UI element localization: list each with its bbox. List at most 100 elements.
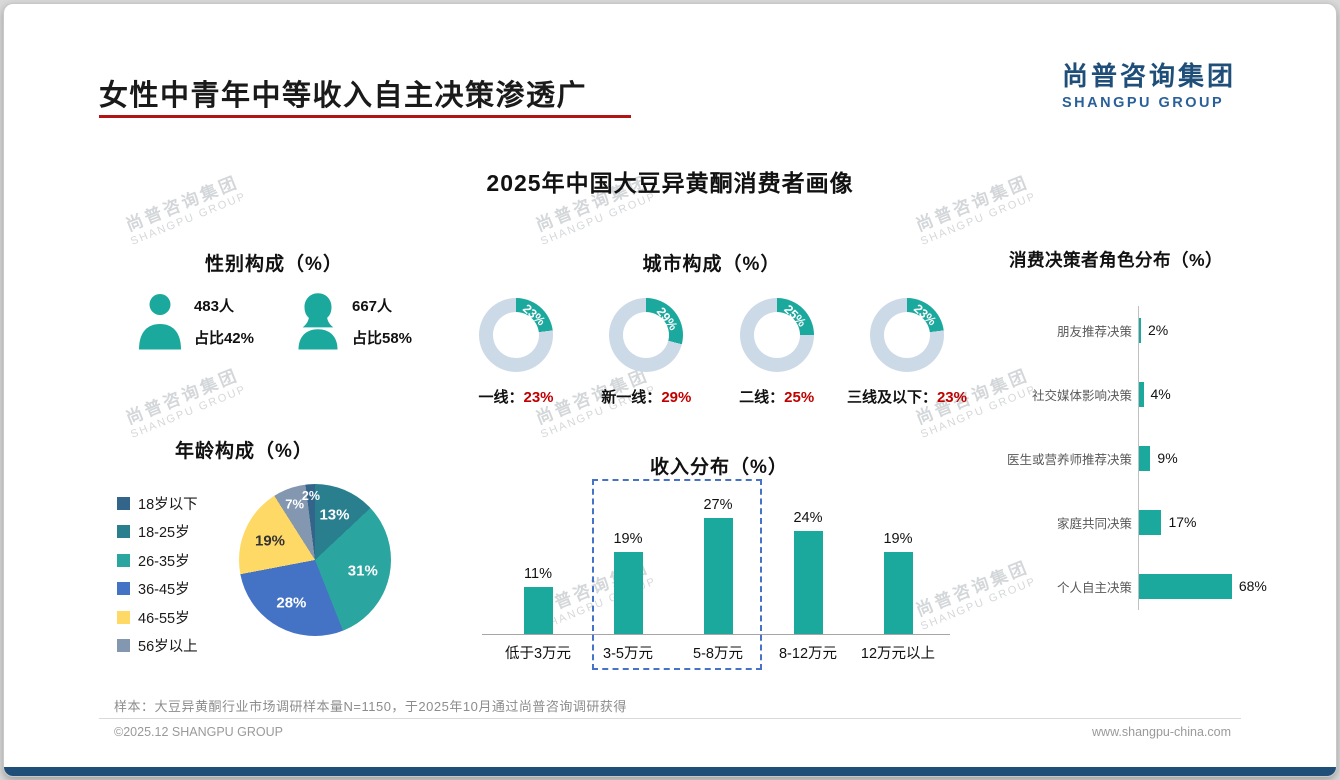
age-legend-item: 36-45岁 (117, 579, 198, 599)
income-categories: 低于3万元 3-5万元 5-8万元 8-12万元 12万元以上 (493, 642, 943, 663)
decision-row: 社交媒体影响决策 4% (1004, 362, 1319, 426)
legend-swatch (117, 639, 130, 652)
age-section-title: 年龄构成（%） (175, 441, 313, 462)
page-title: 女性中青年中等收入自主决策渗透广 (99, 80, 588, 112)
logo: 尚普咨询集团 SHANGPU GROUP (1062, 56, 1236, 111)
pie-percent-label: 31% (347, 562, 378, 580)
city-donut-item: 25% 二线：25% (715, 298, 839, 407)
decision-label: 社交媒体影响决策 (1004, 385, 1138, 404)
income-bar (883, 552, 913, 634)
income-value-label: 24% (793, 509, 823, 526)
city-donut-item: 23% 三线及以下：23% (845, 298, 969, 407)
decision-category-label: 医生或营养师推荐决策 (1006, 452, 1132, 467)
income-value-label: 19% (613, 531, 643, 548)
decision-chart: 朋友推荐决策 2% 社交媒体影响决策 4% 医生或营养师推荐决策 9% 家庭共同决策 17% 个… (1004, 298, 1319, 618)
city-value: 23% (523, 389, 554, 406)
donut-chart: 25% (739, 298, 814, 372)
logo-cn-text: 尚普咨询集团 (1061, 61, 1236, 91)
income-bar (523, 586, 553, 634)
income-bar-column: 19% (853, 531, 943, 634)
decision-row: 家庭共同决策 17% (1004, 490, 1319, 554)
age-section: 年龄构成（%） 18岁以下 18-25岁 26-35岁 36-45岁 46-55岁 56岁… (114, 436, 414, 691)
decision-label: 家庭共同决策 (1004, 513, 1138, 532)
age-legend-label: 18岁以下 (138, 496, 198, 513)
donut-percent-label: 29% (654, 304, 681, 333)
decision-category-label: 个人自主决策 (1056, 580, 1132, 595)
income-category-label: 8-12万元 (778, 646, 838, 662)
income-bar-column: 24% (763, 510, 853, 634)
legend-swatch (117, 496, 130, 510)
donut-percent-label: 23% (910, 301, 939, 329)
gender-item-male: 483人 占比42% (136, 292, 254, 350)
city-donuts: 23% 一线：23% 29% 新一线：29% 25% 二线：25% 23% 三线及以下：23% (454, 298, 969, 407)
decision-bar (1138, 381, 1144, 407)
gender-female-text: 667人 占比58% (352, 295, 412, 348)
income-bar-column: 19% (583, 531, 673, 634)
decision-bar-wrap: 9% (1138, 445, 1319, 471)
decision-value: 68% (1238, 578, 1267, 594)
male-share: 占比42% (193, 329, 254, 347)
decision-label: 医生或营养师推荐决策 (1004, 449, 1138, 468)
male-count: 483人 (193, 297, 234, 315)
donut-chart: 29% (609, 298, 684, 372)
income-bar (703, 517, 733, 634)
donut-chart: 23% (479, 298, 553, 372)
city-caption: 三线及以下：23% (847, 386, 967, 407)
donut-chart: 23% (869, 298, 944, 372)
age-legend-item: 26-35岁 (117, 550, 198, 570)
city-value: 23% (936, 389, 967, 406)
gender-item-female: 667人 占比58% (294, 292, 412, 350)
bottom-accent-bar (4, 767, 1336, 776)
decision-section: 消费决策者角色分布（%） 朋友推荐决策 2% 社交媒体影响决策 4% 医生或营养师推荐决… (1004, 247, 1319, 618)
female-share: 占比58% (352, 329, 413, 347)
decision-label: 朋友推荐决策 (1004, 321, 1138, 340)
watermark-cn: 尚普咨询集团 (123, 365, 242, 429)
age-pie-chart: 13% 31% 28% 19% 7% 2% (239, 484, 391, 636)
age-legend-label: 36-45岁 (138, 582, 190, 598)
age-legend-item: 18-25岁 (117, 522, 198, 542)
legend-swatch (117, 582, 130, 595)
decision-category-label: 朋友推荐决策 (1056, 324, 1132, 339)
decision-value: 2% (1148, 322, 1169, 338)
income-bar (613, 552, 643, 634)
footer-copyright: ©2025.12 SHANGPU GROUP (114, 725, 283, 739)
logo-en-text: SHANGPU GROUP (1061, 95, 1225, 111)
legend-swatch (117, 525, 130, 538)
city-donut-item: 29% 新一线：29% (584, 298, 708, 407)
age-legend-label: 56岁以上 (138, 639, 198, 655)
decision-bar-wrap: 4% (1138, 381, 1319, 407)
female-count: 667人 (352, 297, 393, 315)
pie-percent-label: 2% (301, 489, 321, 504)
city-section-title: 城市构成（%） (642, 254, 781, 275)
pie-percent-label: 13% (319, 506, 350, 524)
female-icon (298, 293, 338, 350)
watermark: 尚普咨询集团 SHANGPU GROUP (98, 352, 269, 450)
income-section-title: 收入分布（%） (650, 457, 788, 478)
pie-percent-label: 19% (255, 532, 286, 550)
decision-bar (1138, 317, 1141, 343)
city-caption: 一线：23% (478, 386, 553, 407)
income-category-label: 5-8万元 (693, 646, 743, 662)
city-label: 三线及以下： (846, 389, 937, 406)
city-caption: 二线：25% (739, 386, 814, 407)
city-section: 城市构成（%） 23% 一线：23% 29% 新一线：29% 25% 二线：25% 23% 三… (454, 249, 969, 407)
title-underline (99, 115, 631, 118)
decision-bar (1138, 509, 1162, 535)
income-value-label: 19% (883, 531, 913, 548)
age-legend-item: 56岁以上 (117, 636, 198, 656)
decision-row: 医生或营养师推荐决策 9% (1004, 426, 1319, 490)
decision-value: 17% (1168, 514, 1197, 530)
income-axis-line (482, 634, 950, 635)
age-legend-label: 26-35岁 (138, 553, 190, 570)
city-donut-item: 23% 一线：23% (454, 298, 578, 407)
decision-category-label: 社交媒体影响决策 (1031, 388, 1132, 403)
decision-row: 朋友推荐决策 2% (1004, 298, 1319, 362)
income-bar (793, 530, 823, 634)
decision-bar-wrap: 68% (1138, 573, 1319, 599)
city-caption: 新一线：29% (601, 386, 691, 407)
age-legend-item: 18岁以下 (117, 493, 198, 513)
income-category-label: 12万元以上 (860, 646, 936, 662)
decision-value: 4% (1150, 386, 1171, 402)
decision-category-label: 家庭共同决策 (1056, 516, 1132, 531)
city-value: 25% (784, 389, 815, 406)
